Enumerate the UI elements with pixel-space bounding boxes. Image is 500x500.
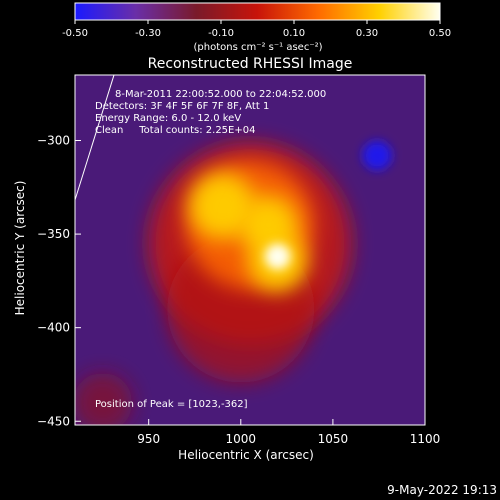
- colorbar-tick-label: -0.10: [208, 28, 234, 39]
- colorbar-ticks: -0.50 -0.30 -0.10 0.10 0.30 0.50: [62, 20, 451, 39]
- solar-limb-line: [75, 75, 115, 201]
- x-tick-label: 1000: [226, 432, 257, 446]
- x-tick-label: 1050: [318, 432, 349, 446]
- x-tick-label: 1100: [410, 432, 441, 446]
- plot-border: [74, 74, 426, 426]
- emission-blob: [362, 140, 392, 171]
- y-tick-label: −400: [37, 321, 70, 335]
- colorbar-tick-label: 0.30: [356, 28, 378, 39]
- emission-blob: [75, 373, 133, 425]
- emission-blob: [189, 172, 256, 240]
- annotations: 8-Mar-2011 22:00:52.000 to 22:04:52.000 …: [95, 89, 326, 410]
- colorbar-tick-label: -0.30: [135, 28, 161, 39]
- y-axis-ticks: −300 −350 −400 −450: [37, 134, 81, 428]
- x-tick-label: 950: [137, 432, 160, 446]
- emission-map: [75, 140, 392, 425]
- clean-counts-text: Clean Total counts: 2.25E+04: [95, 125, 255, 136]
- x-axis-ticks: 950 1000 1050 1100: [137, 419, 440, 446]
- colorbar-tick-label: 0.10: [283, 28, 305, 39]
- plot-area: 950 1000 1050 1100 −300 −350 −400 −450: [37, 74, 440, 446]
- y-axis-label: Heliocentric Y (arcsec): [13, 181, 27, 316]
- y-tick-label: −350: [37, 227, 70, 241]
- detectors-text: Detectors: 3F 4F 5F 6F 7F 8F, Att 1: [95, 101, 269, 112]
- colorbar: -0.50 -0.30 -0.10 0.10 0.30 0.50 (photons cm⁻…: [62, 2, 451, 53]
- footer-timestamp: 9-May-2022 19:13: [387, 483, 497, 497]
- time-range-text: 8-Mar-2011 22:00:52.000 to 22:04:52.000: [115, 89, 326, 100]
- colorbar-tick-label: -0.50: [62, 28, 88, 39]
- energy-range-text: Energy Range: 6.0 - 12.0 keV: [95, 113, 241, 124]
- colorbar-tick-label: 0.50: [429, 28, 451, 39]
- peak-position-text: Position of Peak = [1023,-362]: [95, 399, 248, 410]
- colorbar-strip: [74, 2, 441, 21]
- y-tick-label: −300: [37, 134, 70, 148]
- y-tick-label: −450: [37, 414, 70, 428]
- x-axis-label: Heliocentric X (arcsec): [178, 448, 314, 462]
- emission-blob: [264, 243, 291, 270]
- colorbar-unit-label: (photons cm⁻² s⁻¹ asec⁻²): [193, 42, 322, 53]
- image-title: Reconstructed RHESSI Image: [148, 56, 353, 72]
